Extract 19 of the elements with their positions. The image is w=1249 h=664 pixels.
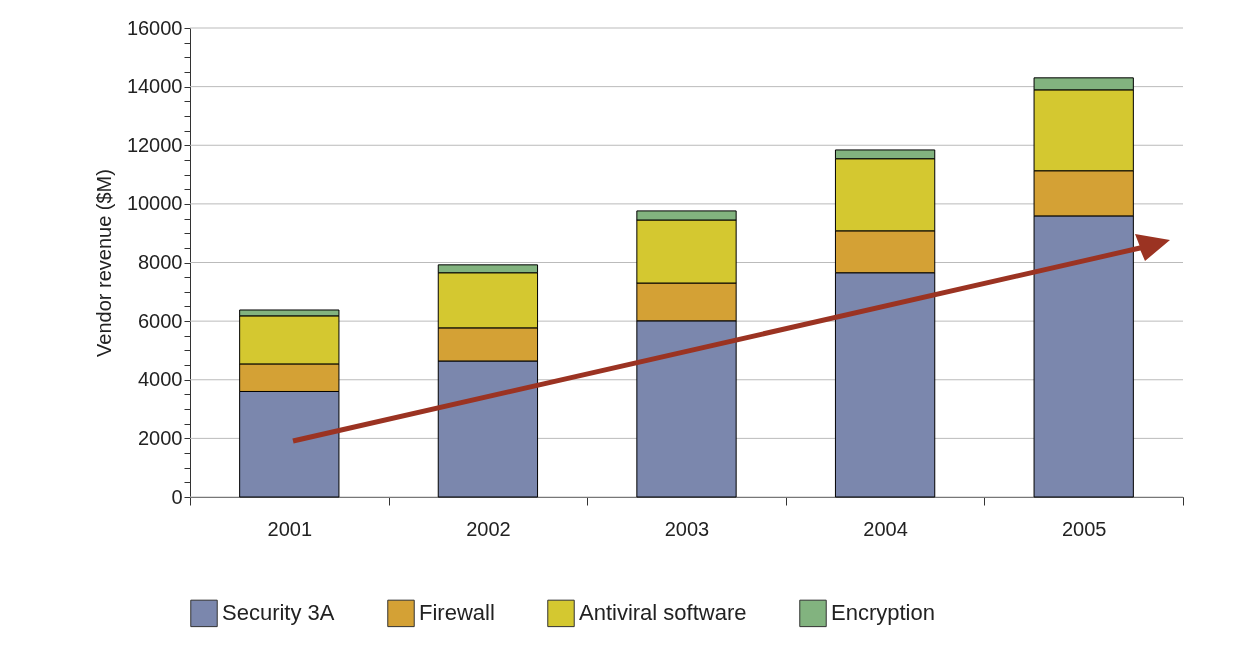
y-tick-label: 16000 — [126, 16, 183, 39]
y-tick-label: 10000 — [126, 192, 183, 215]
x-tick-label: 2004 — [863, 517, 908, 540]
x-tick-label: 2002 — [466, 517, 511, 540]
legend-label: Security 3A — [222, 600, 335, 626]
y-axis-title: Vendor revenue ($M) — [92, 169, 115, 357]
legend-label: Encryption — [831, 600, 935, 626]
x-tick-label: 2001 — [267, 517, 313, 540]
x-tick-label: 2005 — [1061, 517, 1107, 540]
y-tick-label: 0 — [171, 485, 183, 508]
legend-label: Firewall — [419, 600, 495, 626]
y-tick-label: 6000 — [138, 309, 183, 332]
legend-label: Antiviral software — [579, 600, 747, 626]
y-tick-label: 14000 — [126, 75, 183, 98]
y-tick-label: 8000 — [138, 251, 183, 273]
x-tick-label: 2003 — [664, 517, 710, 540]
y-tick-label: 2000 — [138, 426, 183, 449]
y-tick-label: 12000 — [126, 133, 183, 156]
y-tick-label: 4000 — [138, 368, 183, 391]
